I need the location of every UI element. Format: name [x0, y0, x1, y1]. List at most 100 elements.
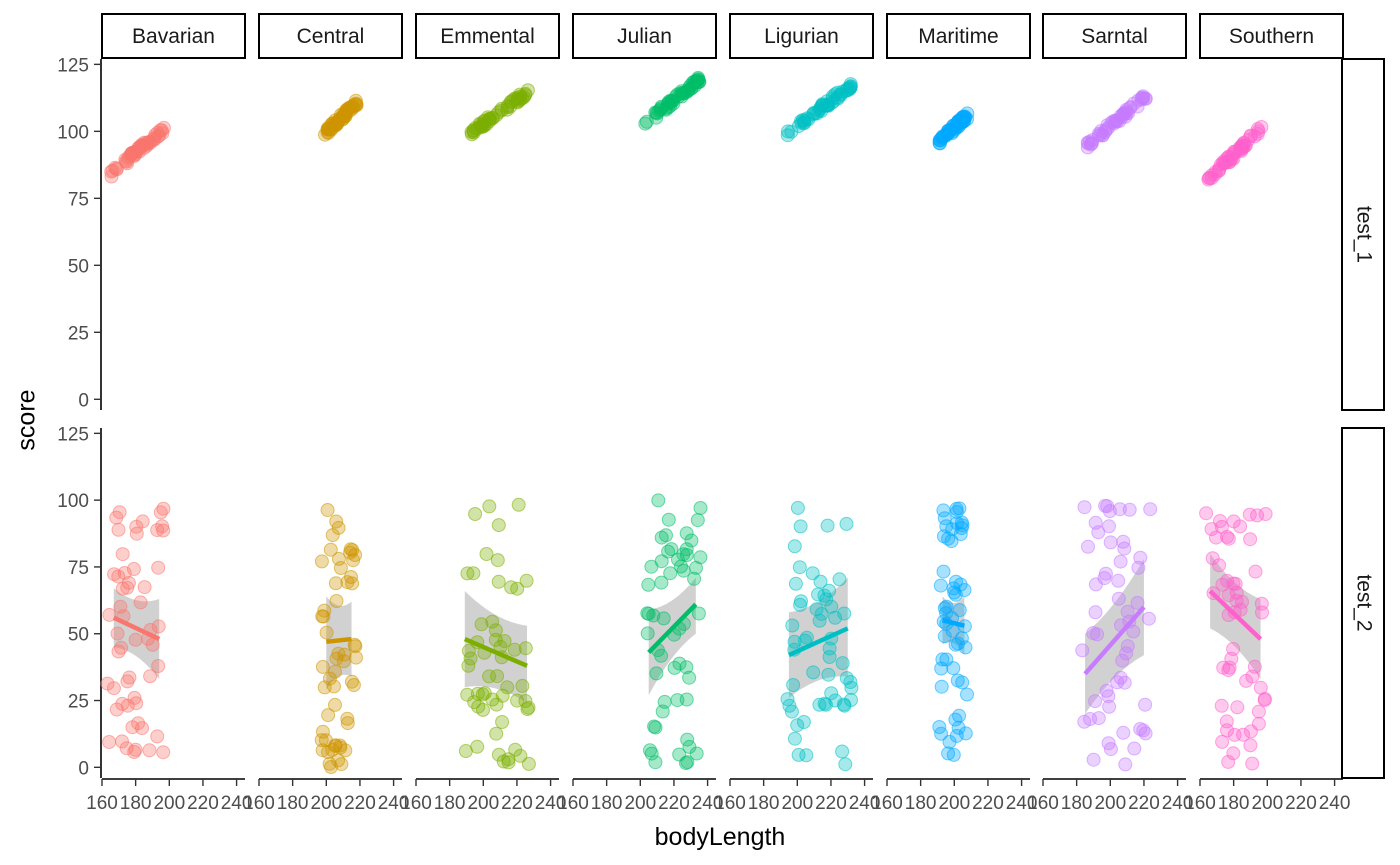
data-point: [690, 513, 705, 528]
data-point: [953, 527, 968, 541]
data-point: [940, 126, 955, 141]
data-point: [1247, 659, 1262, 674]
data-point: [109, 510, 124, 525]
data-point: [691, 606, 706, 621]
data-point: [932, 720, 947, 734]
data-point: [1243, 532, 1258, 547]
data-point: [150, 729, 165, 744]
data-point: [839, 671, 854, 686]
data-point: [337, 109, 352, 124]
data-point: [1233, 143, 1247, 157]
data-point: [1226, 642, 1241, 656]
data-point: [340, 716, 355, 731]
data-point: [820, 518, 835, 533]
data-point: [328, 697, 342, 712]
x-tick-label: 200: [310, 793, 342, 814]
x-tick-label: 180: [1061, 793, 1093, 814]
data-point: [955, 675, 970, 690]
regression-line: [941, 618, 965, 628]
data-point: [654, 648, 669, 663]
data-point: [822, 650, 837, 664]
confidence-ribbon: [648, 577, 696, 696]
data-point: [799, 748, 814, 763]
data-point: [328, 576, 343, 591]
data-point: [102, 735, 117, 749]
data-point: [787, 539, 802, 554]
x-tick-label: 240: [692, 793, 724, 814]
data-point: [120, 580, 135, 595]
data-point: [817, 696, 832, 711]
data-point: [952, 118, 967, 133]
data-point: [1227, 727, 1242, 742]
x-tick-label: 180: [434, 793, 466, 814]
data-point: [470, 739, 485, 754]
data-point: [463, 651, 478, 666]
data-point: [838, 757, 853, 772]
data-point: [659, 528, 673, 543]
data-point: [142, 743, 157, 758]
x-tick-label: 240: [535, 793, 567, 814]
data-point: [518, 641, 533, 656]
data-point: [935, 652, 950, 667]
data-point: [793, 597, 808, 612]
x-tick-label: 160: [86, 793, 118, 814]
data-point: [320, 503, 335, 517]
data-point: [1258, 507, 1273, 521]
series-sarntal-test_2: [1075, 498, 1158, 772]
data-point: [1245, 756, 1260, 771]
x-tick-label: 220: [815, 793, 847, 814]
facet-label-julian: Julian: [617, 25, 672, 48]
data-point: [955, 518, 970, 533]
data-point: [693, 501, 708, 515]
series-emmental-test_1: [464, 83, 535, 142]
data-point: [824, 599, 839, 614]
data-point: [466, 123, 481, 138]
data-point: [470, 686, 485, 701]
data-point: [115, 696, 130, 711]
data-point: [1127, 741, 1142, 756]
data-point: [331, 551, 346, 566]
data-point: [122, 670, 137, 685]
data-point: [1136, 89, 1150, 104]
data-point: [640, 626, 655, 641]
confidence-ribbon: [788, 577, 848, 698]
data-point: [343, 545, 358, 560]
data-point: [488, 623, 503, 638]
data-point: [680, 732, 695, 747]
data-point: [797, 115, 812, 130]
data-point: [104, 169, 119, 184]
data-point: [648, 755, 663, 770]
facet-label-maritime: Maritime: [918, 25, 999, 48]
facet-strip-julian: [572, 13, 717, 59]
data-point: [792, 560, 807, 575]
data-point: [500, 680, 515, 695]
data-point: [1247, 129, 1262, 144]
data-point: [679, 526, 694, 541]
data-point: [115, 547, 130, 562]
data-point: [790, 500, 805, 515]
data-point: [1241, 133, 1256, 147]
data-point: [325, 528, 340, 543]
data-point: [1209, 530, 1223, 545]
regression-line: [326, 636, 352, 644]
data-point: [1098, 566, 1113, 581]
data-point: [651, 493, 666, 508]
data-point: [474, 617, 489, 632]
data-point: [503, 99, 518, 114]
data-point: [687, 78, 702, 93]
data-point: [1242, 507, 1257, 522]
series-southern-test_1: [1201, 120, 1269, 187]
data-point: [687, 74, 702, 89]
data-point: [341, 101, 356, 116]
data-point: [644, 746, 659, 761]
data-point: [821, 667, 836, 682]
y-tick-label: 25: [68, 692, 89, 713]
data-point: [638, 116, 653, 131]
data-point: [1111, 573, 1126, 588]
data-point: [322, 756, 337, 771]
data-point: [952, 501, 967, 516]
data-point: [1229, 593, 1244, 608]
data-point: [1086, 752, 1101, 767]
data-point: [1205, 551, 1220, 566]
x-tick-label: 220: [972, 793, 1004, 814]
